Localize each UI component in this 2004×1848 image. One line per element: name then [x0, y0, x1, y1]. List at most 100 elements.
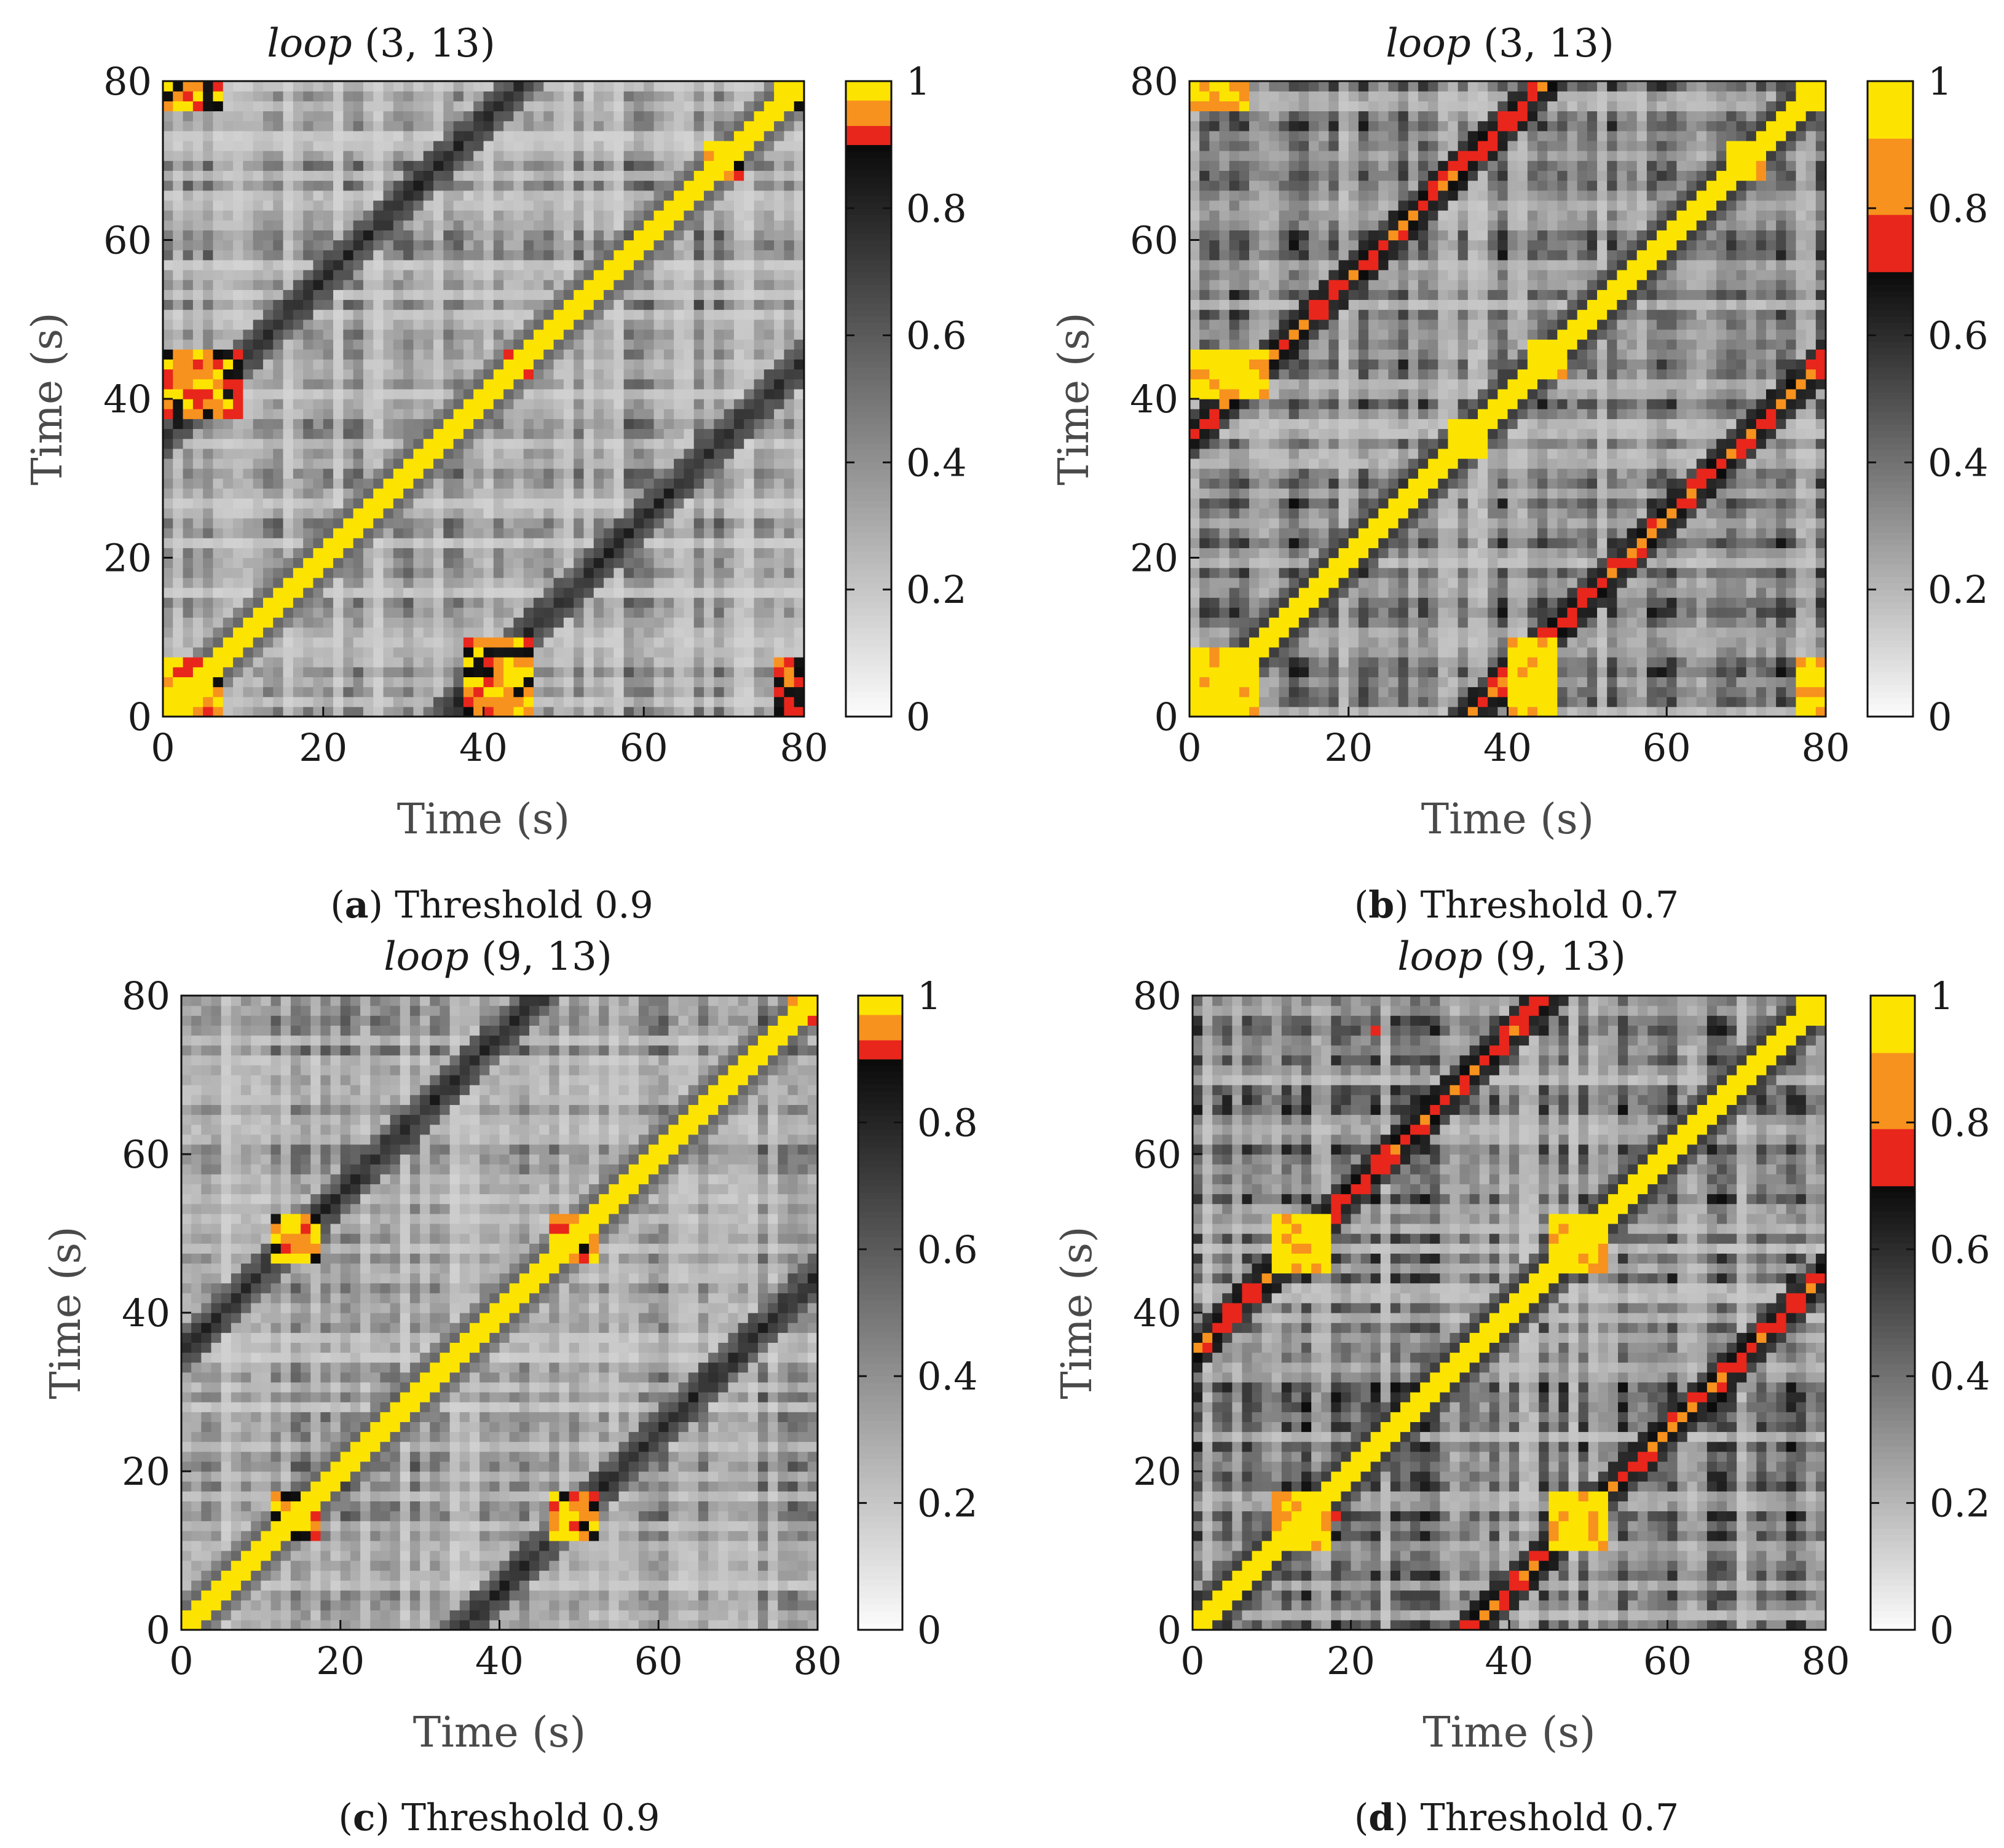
heatmap-cell — [253, 687, 264, 698]
heatmap-cell — [223, 389, 234, 399]
heatmap-cell — [203, 528, 213, 538]
heatmap-cell — [764, 558, 775, 568]
heatmap-cell — [704, 538, 714, 548]
heatmap-cell — [664, 667, 674, 677]
heatmap-cell — [273, 449, 283, 459]
heatmap-cell — [534, 409, 544, 419]
heatmap-cell — [424, 548, 434, 558]
heatmap-cell — [704, 528, 714, 538]
heatmap-cell — [784, 617, 794, 627]
heatmap-cell — [674, 677, 684, 687]
heatmap-cell — [774, 657, 784, 667]
heatmap-cell — [524, 667, 534, 677]
heatmap-cell — [454, 389, 464, 399]
heatmap-cell — [203, 518, 213, 529]
heatmap-cell — [373, 369, 384, 380]
heatmap-cell — [223, 538, 234, 548]
heatmap-cell — [704, 379, 714, 390]
heatmap-cell — [684, 528, 694, 538]
title-italic: loop — [267, 21, 352, 66]
heatmap-cell — [303, 528, 314, 538]
heatmap-cell — [183, 697, 194, 707]
heatmap-cell — [163, 478, 173, 489]
heatmap-cell — [193, 657, 203, 667]
heatmap-cell — [343, 409, 353, 419]
heatmap-cell — [223, 428, 234, 439]
heatmap-cell — [263, 647, 274, 658]
heatmap-cell — [543, 379, 554, 390]
heatmap-cell — [604, 548, 614, 558]
heatmap-cell — [714, 428, 724, 439]
heatmap-cell — [213, 558, 223, 568]
heatmap-cell — [213, 568, 223, 578]
heatmap-cell — [654, 468, 665, 479]
heatmap-cell — [604, 578, 614, 588]
heatmap-cell — [484, 637, 494, 648]
heatmap-cell — [384, 498, 394, 509]
heatmap-cell — [644, 389, 654, 399]
heatmap-cell — [183, 409, 194, 419]
heatmap-cell — [343, 528, 353, 538]
heatmap-cell — [574, 627, 584, 638]
heatmap-cell — [724, 687, 735, 698]
heatmap-cell — [794, 597, 805, 608]
heatmap-cell — [464, 369, 474, 380]
heatmap-cell — [163, 657, 173, 667]
heatmap-cell — [313, 667, 323, 677]
heatmap-cell — [704, 389, 714, 399]
heatmap-cell — [664, 677, 674, 687]
heatmap-cell — [233, 667, 243, 677]
heatmap-cell — [634, 428, 644, 439]
heatmap-cell — [333, 548, 344, 558]
heatmap-cell — [764, 498, 775, 509]
heatmap-cell — [373, 617, 384, 627]
heatmap-cell — [534, 428, 544, 439]
heatmap-cell — [684, 588, 694, 598]
heatmap-cell — [513, 657, 524, 667]
heatmap-cell — [494, 558, 504, 568]
heatmap-cell — [513, 538, 524, 548]
heatmap-cell — [353, 558, 364, 568]
heatmap-cell — [273, 508, 283, 519]
heatmap-cell — [323, 508, 334, 519]
heatmap-cell — [554, 528, 564, 538]
heatmap-cell — [313, 389, 323, 399]
heatmap-cell — [624, 468, 634, 479]
heatmap-cell — [613, 568, 624, 578]
heatmap-cell — [163, 449, 173, 459]
heatmap-cell — [684, 597, 694, 608]
heatmap-cell — [333, 389, 344, 399]
heatmap-cell — [293, 508, 304, 519]
heatmap-cell — [163, 458, 173, 469]
heatmap-cell — [594, 597, 604, 608]
heatmap-cell — [163, 588, 173, 598]
heatmap-cell — [604, 449, 614, 459]
heatmap-cell — [253, 518, 264, 529]
heatmap-cell — [594, 548, 604, 558]
heatmap-cell — [273, 428, 283, 439]
heatmap-cell — [353, 369, 364, 380]
heatmap-cell — [734, 677, 744, 687]
heatmap-cell — [173, 687, 183, 698]
heatmap-cell — [543, 488, 554, 498]
heatmap-cell — [704, 578, 714, 588]
heatmap-cell — [303, 379, 314, 390]
heatmap-cell — [654, 677, 665, 687]
heatmap-cell — [323, 538, 334, 548]
heatmap-cell — [443, 548, 454, 558]
heatmap-cell — [343, 538, 353, 548]
heatmap-cell — [223, 637, 234, 648]
heatmap-cell — [583, 419, 594, 429]
heatmap-cell — [243, 449, 253, 459]
heatmap-cell — [443, 617, 454, 627]
heatmap-cell — [714, 657, 724, 667]
heatmap-cell — [253, 677, 264, 687]
heatmap-cell — [744, 617, 754, 627]
heatmap-cell — [203, 369, 213, 380]
heatmap-cell — [424, 578, 434, 588]
heatmap-cell — [343, 419, 353, 429]
heatmap-cell — [774, 677, 784, 687]
heatmap-cell — [654, 498, 665, 509]
heatmap-cell — [413, 449, 424, 459]
heatmap-cell — [203, 548, 213, 558]
